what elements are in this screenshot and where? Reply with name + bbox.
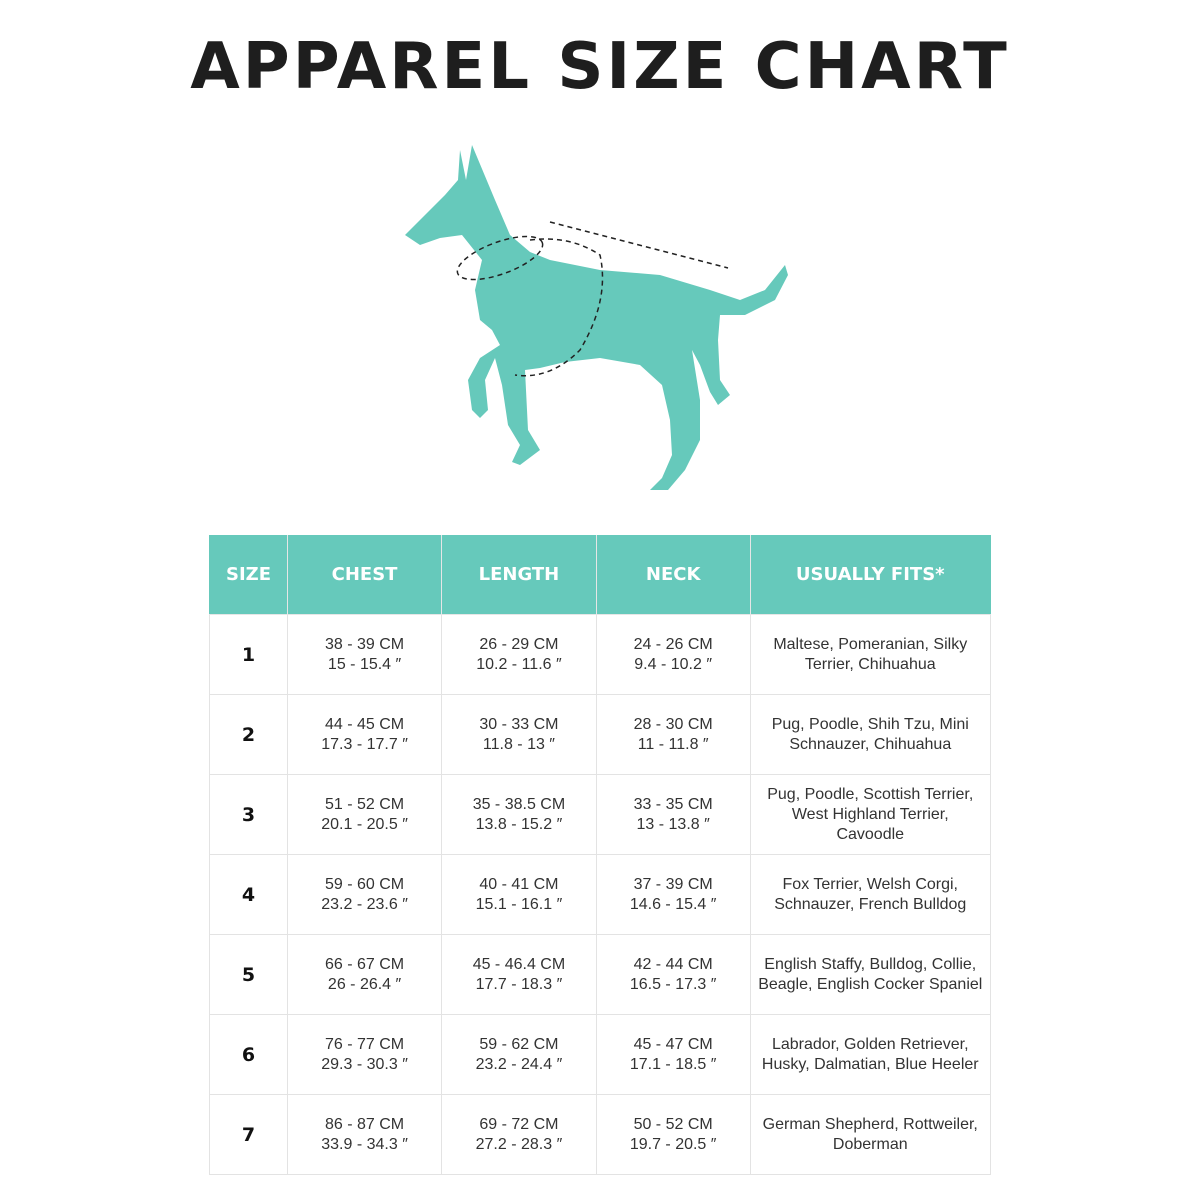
size-table: SIZE CHEST LENGTH NECK USUALLY FITS* 1 3…: [209, 535, 992, 1175]
chest-cell: 44 - 45 CM 17.3 - 17.7 ″: [286, 694, 443, 775]
fits-cell: Pug, Poodle, Scottish Terrier, West High…: [749, 774, 992, 855]
length-cell: 40 - 41 CM 15.1 - 16.1 ″: [441, 854, 597, 935]
fits-cell: Maltese, Pomeranian, Silky Terrier, Chih…: [749, 614, 992, 695]
length-cell: 26 - 29 CM 10.2 - 11.6 ″: [441, 614, 597, 695]
size-cell: 5: [209, 934, 288, 1015]
neck-cell: 45 - 47 CM 17.1 - 18.5 ″: [595, 1014, 751, 1095]
fits-cell: Labrador, Golden Retriever, Husky, Dalma…: [749, 1014, 992, 1095]
table-row: 4 59 - 60 CM 23.2 - 23.6 ″ 40 - 41 CM 15.1…: [209, 854, 992, 935]
neck-cell: 28 - 30 CM 11 - 11.8 ″: [595, 694, 751, 775]
length-cell: 30 - 33 CM 11.8 - 13 ″: [441, 694, 597, 775]
chest-cell: 59 - 60 CM 23.2 - 23.6 ″: [286, 854, 443, 935]
size-cell: 7: [209, 1094, 288, 1175]
table-row: 1 38 - 39 CM 15 - 15.4 ″ 26 - 29 CM 10.2 -…: [209, 614, 992, 695]
page-title: APPAREL SIZE CHART: [190, 30, 1010, 104]
size-cell: 4: [209, 854, 288, 935]
neck-cell: 50 - 52 CM 19.7 - 20.5 ″: [595, 1094, 751, 1175]
header-length: LENGTH: [441, 535, 597, 615]
table-row: 2 44 - 45 CM 17.3 - 17.7 ″ 30 - 33 CM 11.8…: [209, 694, 992, 775]
header-neck: NECK: [595, 535, 751, 615]
fits-cell: German Shepherd, Rottweiler, Doberman: [749, 1094, 992, 1175]
neck-cell: 33 - 35 CM 13 - 13.8 ″: [595, 774, 751, 855]
size-cell: 1: [209, 614, 288, 695]
fits-cell: Pug, Poodle, Shih Tzu, Mini Schnauzer, C…: [749, 694, 992, 775]
neck-cell: 24 - 26 CM 9.4 - 10.2 ″: [595, 614, 751, 695]
chest-cell: 86 - 87 CM 33.9 - 34.3 ″: [286, 1094, 443, 1175]
table-header-row: SIZE CHEST LENGTH NECK USUALLY FITS*: [209, 535, 992, 615]
size-cell: 3: [209, 774, 288, 855]
chest-cell: 51 - 52 CM 20.1 - 20.5 ″: [286, 774, 443, 855]
table-row: 5 66 - 67 CM 26 - 26.4 ″ 45 - 46.4 CM 17.7…: [209, 934, 992, 1015]
header-size: SIZE: [209, 535, 288, 615]
length-cell: 59 - 62 CM 23.2 - 24.4 ″: [441, 1014, 597, 1095]
size-cell: 6: [209, 1014, 288, 1095]
table-row: 6 76 - 77 CM 29.3 - 30.3 ″ 59 - 62 CM 23.2…: [209, 1014, 992, 1095]
size-cell: 2: [209, 694, 288, 775]
fits-cell: English Staffy, Bulldog, Collie, Beagle,…: [749, 934, 992, 1015]
neck-cell: 37 - 39 CM 14.6 - 15.4 ″: [595, 854, 751, 935]
fits-cell: Fox Terrier, Welsh Corgi, Schnauzer, Fre…: [749, 854, 992, 935]
table-row: 3 51 - 52 CM 20.1 - 20.5 ″ 35 - 38.5 CM 13…: [209, 774, 992, 855]
length-cell: 35 - 38.5 CM 13.8 - 15.2 ″: [441, 774, 597, 855]
chest-cell: 66 - 67 CM 26 - 26.4 ″: [286, 934, 443, 1015]
neck-cell: 42 - 44 CM 16.5 - 17.3 ″: [595, 934, 751, 1015]
table-row: 7 86 - 87 CM 33.9 - 34.3 ″ 69 - 72 CM 27.2…: [209, 1094, 992, 1175]
dog-silhouette-icon: [405, 145, 788, 490]
chest-cell: 38 - 39 CM 15 - 15.4 ″: [286, 614, 443, 695]
chest-cell: 76 - 77 CM 29.3 - 30.3 ″: [286, 1014, 443, 1095]
header-usually-fits: USUALLY FITS*: [749, 535, 992, 615]
length-cell: 45 - 46.4 CM 17.7 - 18.3 ″: [441, 934, 597, 1015]
header-chest: CHEST: [286, 535, 443, 615]
length-cell: 69 - 72 CM 27.2 - 28.3 ″: [441, 1094, 597, 1175]
